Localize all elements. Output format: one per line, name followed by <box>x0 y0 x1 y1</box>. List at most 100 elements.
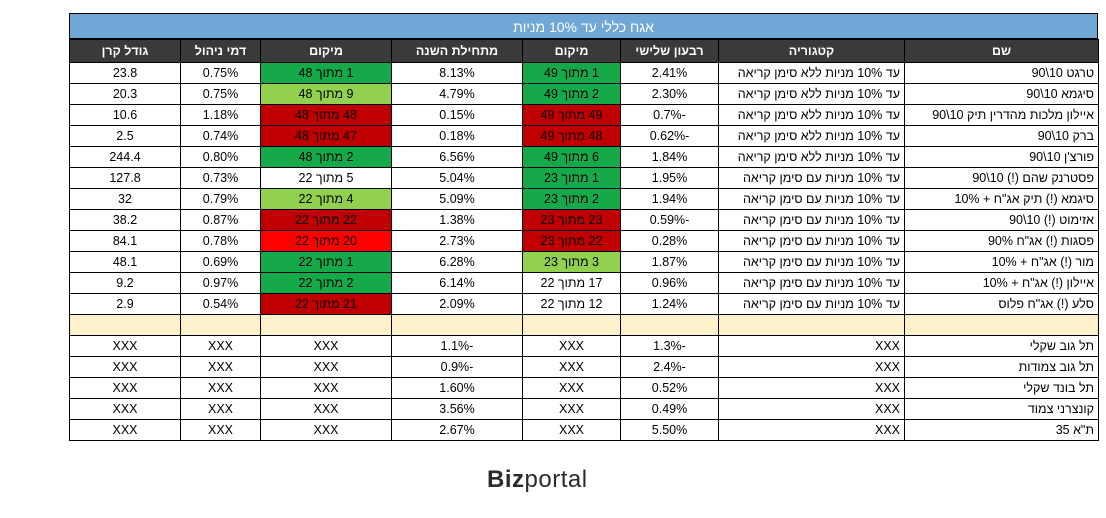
header-row: שם קטגוריה רבעון שלישי מיקום מתחילת השנה… <box>69 39 1099 63</box>
cell-fee: 0.87% <box>180 209 261 231</box>
cell-q3: -2.4% <box>620 356 719 378</box>
cell-name: מור (!) אג"ח + 10% <box>904 251 1099 273</box>
cell-size: XXX <box>69 356 181 378</box>
cell-category: XXX <box>718 419 905 441</box>
cell-category: עד 10% מניות עם סימן קריאה <box>718 167 905 189</box>
cell-q3: -0.62% <box>620 125 719 147</box>
cell-fee: 0.75% <box>180 62 261 84</box>
cell-rank-ytd: 5 מתוך 22 <box>260 167 392 189</box>
cell-category: XXX <box>718 377 905 399</box>
cell-ytd: -0.9% <box>391 356 523 378</box>
cell-rank-q3: 3 מתוך 23 <box>522 251 621 273</box>
cell-fee: 0.54% <box>180 293 261 315</box>
cell-ytd: 0.18% <box>391 125 523 147</box>
cell-rank-q3: 22 מתוך 23 <box>522 230 621 252</box>
cell-q3: -1.3% <box>620 335 719 357</box>
cell-q3: 0.28% <box>620 230 719 252</box>
cell-q3: 0.96% <box>620 272 719 294</box>
cell-rank-ytd: 22 מתוך 22 <box>260 209 392 231</box>
col-header-q3: רבעון שלישי <box>620 39 719 63</box>
cell-q3: 1.24% <box>620 293 719 315</box>
cell-name: פסטרנק שהם (!) 10\90 <box>904 167 1099 189</box>
index-row: קונצרני צמוד XXX 0.49% XXX 3.56% XXX XXX XXX <box>69 398 1099 420</box>
cell-ytd: 1.60% <box>391 377 523 399</box>
cell-name: אזימוט (!) 10\90 <box>904 209 1099 231</box>
cell-fee: 0.80% <box>180 146 261 168</box>
cell-rank-q3: XXX <box>522 377 621 399</box>
cell-fee: XXX <box>180 419 261 441</box>
index-row: ת"א 35 XXX 5.50% XXX 2.67% XXX XXX XXX <box>69 419 1099 441</box>
cell-category: עד 10% מניות עם סימן קריאה <box>718 293 905 315</box>
cell-rank-q3: 1 מתוך 49 <box>522 62 621 84</box>
separator-cell <box>69 314 181 336</box>
cell-q3: 0.52% <box>620 377 719 399</box>
cell-rank-ytd: 1 מתוך 22 <box>260 251 392 273</box>
cell-size: 244.4 <box>69 146 181 168</box>
fund-table-container: אגח כללי עד 10% מניות שם קטגוריה רבעון ש… <box>69 13 1099 441</box>
cell-name: פסגות (!) אג"ח 90% <box>904 230 1099 252</box>
cell-name: תל גוב שקלי <box>904 335 1099 357</box>
cell-category: עד 10% מניות ללא סימן קריאה <box>718 104 905 126</box>
cell-size: 84.1 <box>69 230 181 252</box>
fund-row: סלע (!) אג"ח פלוס עד 10% מניות עם סימן קר… <box>69 293 1099 315</box>
fund-row: איילון (!) אג"ח + 10% עד 10% מניות עם סימ… <box>69 272 1099 294</box>
cell-rank-q3: 2 מתוך 23 <box>522 188 621 210</box>
bizportal-logo: Bizportal <box>487 466 588 493</box>
cell-ytd: 2.73% <box>391 230 523 252</box>
cell-size: XXX <box>69 419 181 441</box>
cell-fee: XXX <box>180 377 261 399</box>
cell-fee: 0.78% <box>180 230 261 252</box>
cell-q3: 2.41% <box>620 62 719 84</box>
separator-cell <box>391 314 523 336</box>
cell-rank-ytd: 47 מתוך 48 <box>260 125 392 147</box>
cell-category: עד 10% מניות ללא סימן קריאה <box>718 146 905 168</box>
cell-name: פורצ'ן 10\90 <box>904 146 1099 168</box>
cell-name: איילון (!) אג"ח + 10% <box>904 272 1099 294</box>
cell-size: XXX <box>69 377 181 399</box>
cell-size: 127.8 <box>69 167 181 189</box>
fund-row: פסטרנק שהם (!) 10\90 עד 10% מניות עם סימן… <box>69 167 1099 189</box>
cell-name: טרגט 10\90 <box>904 62 1099 84</box>
cell-rank-q3: 6 מתוך 49 <box>522 146 621 168</box>
cell-rank-q3: 12 מתוך 22 <box>522 293 621 315</box>
cell-rank-ytd: XXX <box>260 335 392 357</box>
cell-fee: 0.69% <box>180 251 261 273</box>
cell-size: 32 <box>69 188 181 210</box>
cell-name: איילון מלכות מהדרין תיק 10\90 <box>904 104 1099 126</box>
cell-q3: 1.94% <box>620 188 719 210</box>
cell-ytd: 6.56% <box>391 146 523 168</box>
separator-cell <box>718 314 905 336</box>
col-header-rank-ytd: מיקום <box>260 39 392 63</box>
cell-fee: XXX <box>180 398 261 420</box>
cell-rank-ytd: 2 מתוך 22 <box>260 272 392 294</box>
cell-rank-q3: XXX <box>522 335 621 357</box>
cell-size: 48.1 <box>69 251 181 273</box>
cell-ytd: 2.67% <box>391 419 523 441</box>
cell-ytd: 8.13% <box>391 62 523 84</box>
index-row: תל בונד שקלי XXX 0.52% XXX 1.60% XXX XXX XXX <box>69 377 1099 399</box>
cell-rank-ytd: 1 מתוך 48 <box>260 62 392 84</box>
cell-q3: 1.87% <box>620 251 719 273</box>
cell-name: סלע (!) אג"ח פלוס <box>904 293 1099 315</box>
fund-row: ברק 10\90 עד 10% מניות ללא סימן קריאה -0.6… <box>69 125 1099 147</box>
cell-rank-ytd: 2 מתוך 48 <box>260 146 392 168</box>
cell-size: 2.5 <box>69 125 181 147</box>
cell-name: סיגמא 10\90 <box>904 83 1099 105</box>
col-header-name: שם <box>904 39 1099 63</box>
cell-ytd: 6.28% <box>391 251 523 273</box>
cell-rank-q3: 1 מתוך 23 <box>522 167 621 189</box>
cell-category: עד 10% מניות עם סימן קריאה <box>718 230 905 252</box>
cell-q3: -0.59% <box>620 209 719 231</box>
separator-cell <box>904 314 1099 336</box>
cell-ytd: -1.1% <box>391 335 523 357</box>
separator-cell <box>522 314 621 336</box>
cell-ytd: 1.38% <box>391 209 523 231</box>
cell-rank-ytd: XXX <box>260 356 392 378</box>
cell-ytd: 3.56% <box>391 398 523 420</box>
cell-q3: 1.84% <box>620 146 719 168</box>
cell-fee: 0.75% <box>180 83 261 105</box>
cell-rank-ytd: XXX <box>260 398 392 420</box>
cell-q3: 0.49% <box>620 398 719 420</box>
cell-fee: XXX <box>180 356 261 378</box>
cell-size: 23.8 <box>69 62 181 84</box>
